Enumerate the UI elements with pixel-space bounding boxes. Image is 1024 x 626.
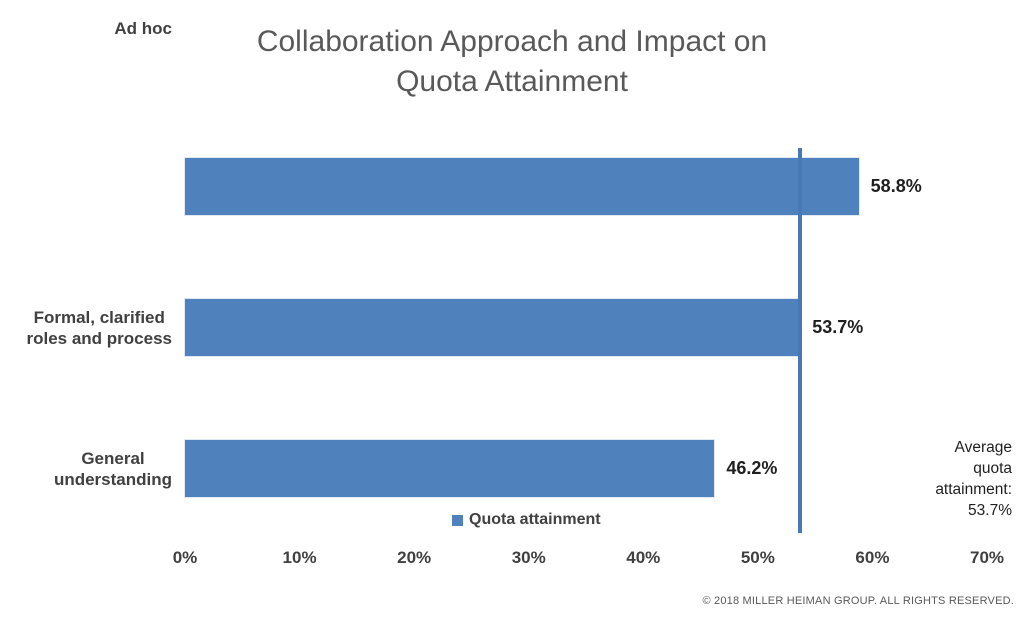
plot-area: 58.8% 53.7% 46.2% bbox=[185, 140, 987, 540]
x-axis-tick-label: 30% bbox=[511, 548, 546, 567]
average-annotation: Average quota attainment: 53.7% bbox=[935, 439, 1012, 519]
bar-adhoc bbox=[185, 440, 715, 497]
bar-formal bbox=[185, 158, 859, 215]
category-label-text: General understanding bbox=[53, 448, 172, 489]
x-axis: 0% 10% 20% 30% 40% 50% 60% 70% bbox=[173, 548, 1004, 570]
legend: Quota attainment bbox=[452, 511, 601, 529]
category-label-general: General understanding bbox=[0, 440, 172, 497]
average-line bbox=[798, 148, 803, 533]
bar-value-label: 46.2% bbox=[726, 458, 778, 478]
x-axis-tick-label: 50% bbox=[740, 548, 775, 567]
x-axis-tick-label: 20% bbox=[397, 548, 432, 567]
x-axis-tick-label: 0% bbox=[172, 548, 198, 567]
category-label-adhoc: Ad hoc bbox=[0, 0, 172, 57]
bar-value-label: 58.8% bbox=[870, 176, 922, 196]
legend-label: Quota attainment bbox=[469, 511, 601, 528]
x-axis-tick-label: 60% bbox=[855, 548, 890, 567]
x-axis-tick-label: 40% bbox=[626, 548, 661, 567]
category-label-text: Formal, clarified roles and process bbox=[26, 307, 172, 348]
category-label-formal: Formal, clarified roles and process bbox=[0, 299, 172, 356]
category-label-text: Ad hoc bbox=[114, 19, 172, 38]
x-axis-tick-label: 70% bbox=[969, 548, 1005, 567]
bar-value-label: 53.7% bbox=[812, 317, 864, 337]
chart-title: Collaboration Approach and Impact on Quo… bbox=[256, 25, 768, 98]
copyright-notice: © 2018 MILLER HEIMAN GROUP. ALL RIGHTS R… bbox=[702, 595, 1014, 607]
x-axis-tick-label: 10% bbox=[282, 548, 317, 567]
legend-swatch-icon bbox=[452, 514, 463, 526]
bar-general bbox=[185, 299, 801, 356]
